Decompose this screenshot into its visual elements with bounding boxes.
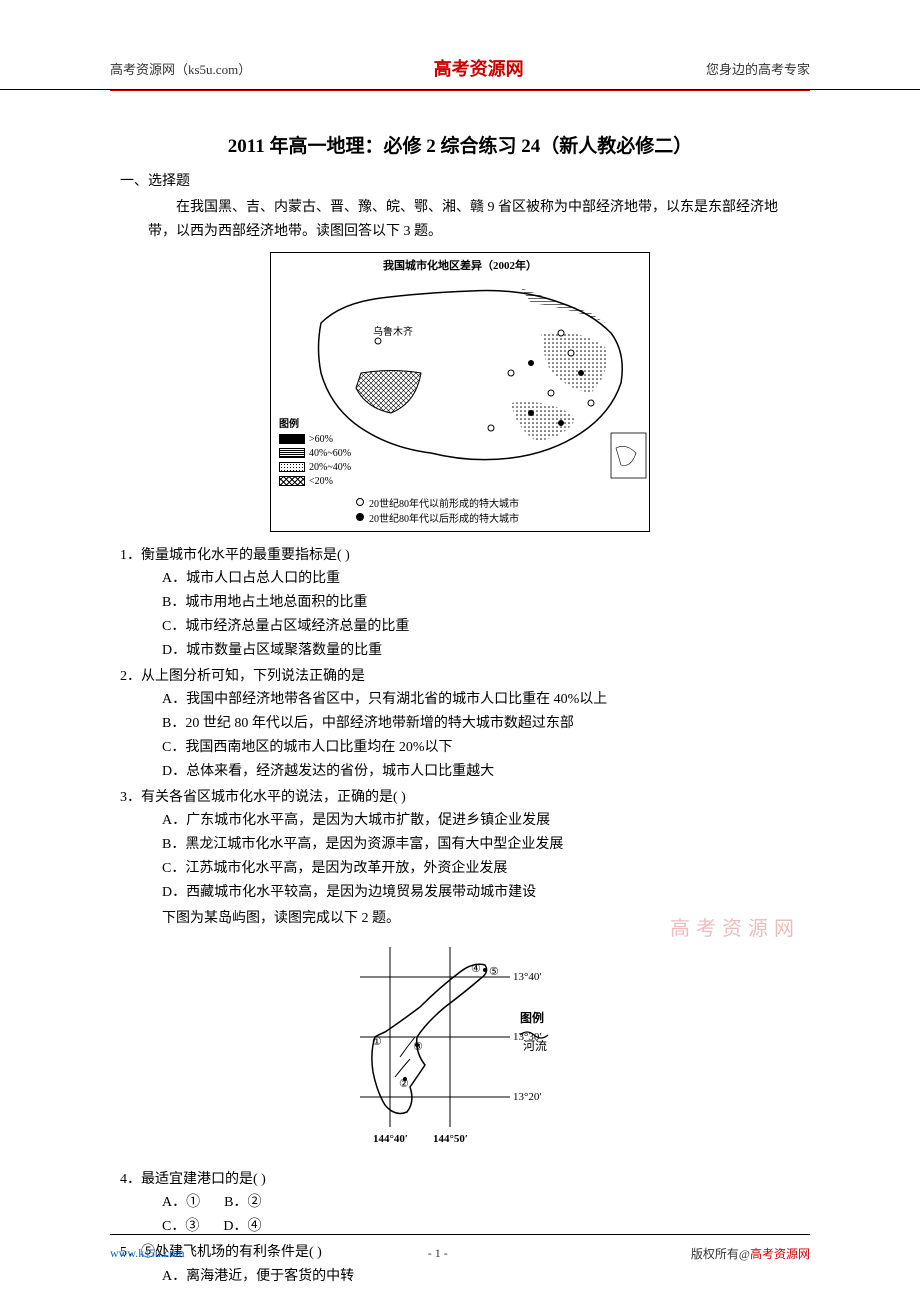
question-stem: 1．衡量城市化水平的最重要指标是( ): [120, 544, 800, 568]
option-b: B．城市用地占土地总面积的比重: [162, 591, 800, 615]
intro-paragraph: 在我国黑、吉、内蒙古、晋、豫、皖、鄂、湘、赣 9 省区被称为中部经济地带，以东是…: [120, 196, 800, 244]
footer-url: www.ks5u.com: [110, 1246, 185, 1261]
option-b: B．20 世纪 80 年代以后，中部经济地带新增的特大城市数超过东部: [162, 712, 800, 736]
swatch-icon: [279, 462, 305, 472]
svg-text:③: ③: [413, 1041, 423, 1053]
question-3: 3．有关各省区城市化水平的说法，正确的是( ) A．广东城市化水平高，是因为大城…: [120, 786, 800, 905]
solid-marker-icon: [356, 513, 364, 521]
section-heading: 一、选择题: [120, 170, 800, 190]
option-a: A．离海港近，便于客货的中转: [162, 1265, 800, 1289]
island-svg: ① ② ③ ④ ⑤ 13°40′ 13°30′ 13°20′ 144°40′ 1…: [345, 937, 575, 1157]
option-d: D．④: [223, 1219, 261, 1234]
swatch-icon: [279, 434, 305, 444]
header-center-brand: 高考资源网: [434, 55, 524, 81]
question-options: A．离海港近，便于客货的中转: [120, 1265, 800, 1289]
question-stem: 4．最适宜建港口的是( ): [120, 1168, 800, 1192]
header-underline: [110, 90, 810, 91]
marker-legend-row: 20世纪80年代以后形成的特大城市: [356, 510, 519, 525]
question-stem: 3．有关各省区城市化水平的说法，正确的是( ): [120, 786, 800, 810]
svg-text:13°40′: 13°40′: [513, 971, 542, 983]
option-a: A．①: [162, 1195, 200, 1210]
option-b: B．②: [224, 1195, 261, 1210]
question-2: 2．从上图分析可知，下列说法正确的是 A．我国中部经济地带各省区中，只有湖北省的…: [120, 665, 800, 784]
svg-text:①: ①: [372, 1036, 382, 1048]
main-content: 2011 年高一地理：必修 2 综合练习 24（新人教必修二） 一、选择题 在我…: [0, 131, 920, 1289]
svg-text:13°20′: 13°20′: [513, 1091, 542, 1103]
question-stem: 2．从上图分析可知，下列说法正确的是: [120, 665, 800, 689]
svg-text:144°50′: 144°50′: [433, 1133, 468, 1145]
page-number: - 1 -: [428, 1246, 448, 1261]
option-c: C．我国西南地区的城市人口比重均在 20%以下: [162, 736, 800, 760]
svg-text:⑤: ⑤: [489, 966, 499, 978]
option-c: C．城市经济总量占区域经济总量的比重: [162, 615, 800, 639]
option-a: A．广东城市化水平高，是因为大城市扩散，促进乡镇企业发展: [162, 809, 800, 833]
page-header: 高考资源网（ks5u.com） 高考资源网 您身边的高考专家: [0, 0, 920, 90]
marker-legend: 20世纪80年代以前形成的特大城市 20世纪80年代以后形成的特大城市: [356, 495, 519, 525]
open-marker-icon: [356, 498, 364, 506]
swatch-icon: [279, 476, 305, 486]
option-d: D．城市数量占区域聚落数量的比重: [162, 639, 800, 663]
option-d: D．西藏城市化水平较高，是因为边境贸易发展带动城市建设: [162, 881, 800, 905]
map-title: 我国城市化地区差异（2002年）: [383, 257, 537, 273]
document-title: 2011 年高一地理：必修 2 综合练习 24（新人教必修二）: [120, 131, 800, 158]
footer-copyright: 版权所有@高考资源网: [691, 1245, 810, 1262]
question-options: A．城市人口占总人口的比重 B．城市用地占土地总面积的比重 C．城市经济总量占区…: [120, 567, 800, 662]
legend-title: 图例: [279, 418, 351, 431]
header-left-text: 高考资源网（ks5u.com）: [110, 59, 251, 78]
question-options: A．广东城市化水平高，是因为大城市扩散，促进乡镇企业发展 B．黑龙江城市化水平高…: [120, 809, 800, 904]
option-a: A．城市人口占总人口的比重: [162, 567, 800, 591]
option-b: B．黑龙江城市化水平高，是因为资源丰富，国有大中型企业发展: [162, 833, 800, 857]
legend-row: <20%: [279, 475, 351, 488]
svg-text:144°40′: 144°40′: [373, 1133, 408, 1145]
option-c: C．③: [162, 1219, 199, 1234]
legend-row: >60%: [279, 433, 351, 446]
option-d: D．总体来看，经济越发达的省份，城市人口比重越大: [162, 760, 800, 784]
map-legend: 图例 >60% 40%~60% 20%~40% <20%: [279, 418, 351, 489]
swatch-icon: [279, 448, 305, 458]
header-right-text: 您身边的高考专家: [706, 59, 810, 78]
option-c: C．江苏城市化水平高，是因为改革开放，外资企业发展: [162, 857, 800, 881]
china-map-figure: 我国城市化地区差异（2002年） 乌鲁木齐: [270, 252, 650, 532]
watermark-text: 高考资源网: [670, 912, 800, 941]
question-4: 4．最适宜建港口的是( ) A．① B．② C．③ D．④: [120, 1168, 800, 1239]
svg-text:图例: 图例: [520, 1010, 544, 1025]
legend-row: 20%~40%: [279, 461, 351, 474]
question-options: A．我国中部经济地带各省区中，只有湖北省的城市人口比重在 40%以上 B．20 …: [120, 688, 800, 783]
svg-text:河流: 河流: [523, 1039, 547, 1053]
svg-text:④: ④: [471, 963, 481, 975]
question-1: 1．衡量城市化水平的最重要指标是( ) A．城市人口占总人口的比重 B．城市用地…: [120, 544, 800, 663]
city-label: 乌鲁木齐: [373, 325, 413, 338]
page-footer: www.ks5u.com - 1 - 版权所有@高考资源网: [110, 1234, 810, 1262]
question-options: A．① B．② C．③ D．④: [120, 1191, 800, 1239]
legend-row: 40%~60%: [279, 447, 351, 460]
option-a: A．我国中部经济地带各省区中，只有湖北省的城市人口比重在 40%以上: [162, 688, 800, 712]
marker-legend-row: 20世纪80年代以前形成的特大城市: [356, 495, 519, 510]
island-figure: ① ② ③ ④ ⑤ 13°40′ 13°30′ 13°20′ 144°40′ 1…: [345, 937, 575, 1162]
